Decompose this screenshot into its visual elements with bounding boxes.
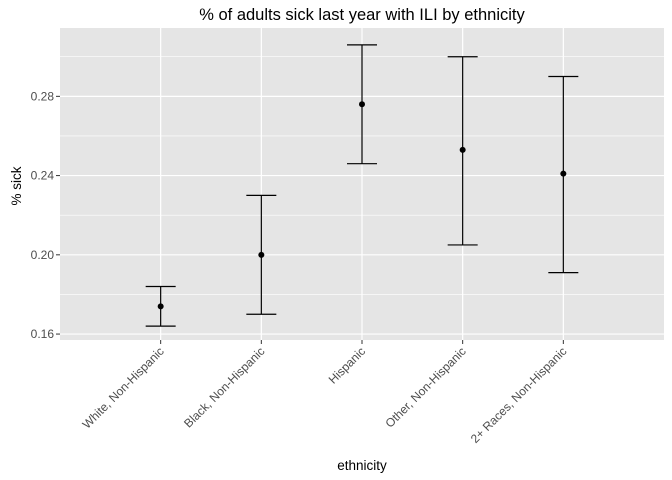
data-point [258,251,265,258]
x-tick-label: Black, Non-Hispanic [181,344,267,430]
y-axis: 0.16 0.20 0.24 0.28 [31,89,60,341]
x-axis: White, Non-Hispanic Black, Non-Hispanic Hi… [80,340,570,446]
data-point [459,146,466,153]
data-point [560,170,567,177]
x-tick-label: White, Non-Hispanic [80,344,167,431]
x-axis-title: ethnicity [337,458,387,473]
y-tick-label: 0.24 [31,169,55,183]
chart-title: % of adults sick last year with ILI by e… [199,6,525,24]
x-tick-label: Hispanic [326,344,368,386]
data-point [359,101,365,108]
y-tick-label: 0.20 [31,248,55,262]
data-points [157,101,567,310]
y-tick-label: 0.28 [31,89,55,103]
x-tick-label: 2+ Races, Non-Hispanic [468,344,570,446]
y-axis-title: % sick [9,166,24,205]
x-tick-label: Other, Non-Hispanic [382,344,468,430]
data-point [157,303,164,310]
y-tick-label: 0.16 [31,327,55,341]
